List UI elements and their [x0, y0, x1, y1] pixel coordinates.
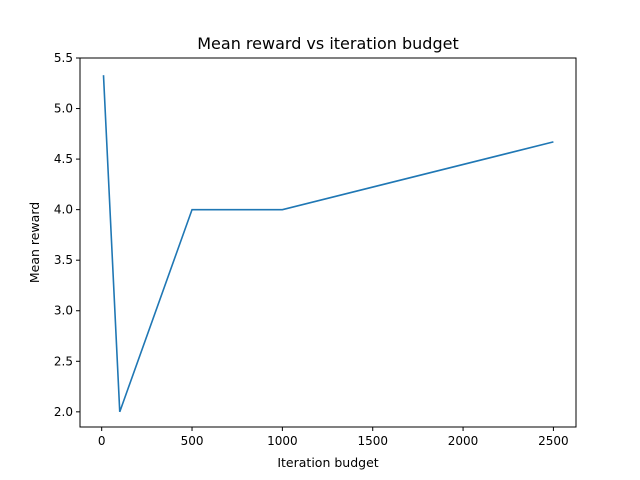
- axes-layer: [79, 57, 577, 428]
- y-axis-label: Mean reward: [27, 202, 42, 283]
- x-tick-label: 2500: [538, 434, 569, 448]
- plot-layer: [102, 75, 554, 413]
- y-tick-label: 3.0: [54, 304, 73, 318]
- y-tick-label: 2.0: [54, 405, 73, 419]
- x-tick-label: 2000: [448, 434, 479, 448]
- y-axis-ticks: 2.0 2.5 3.0 3.5 4.0 4.5 5.0 5.5: [54, 51, 80, 419]
- x-axis-label: Iteration budget: [277, 455, 378, 470]
- y-tick-label: 4.0: [54, 203, 73, 217]
- y-tick-label: 5.5: [54, 51, 73, 65]
- x-tick-label: 1500: [357, 434, 388, 448]
- y-tick-label: 3.5: [54, 253, 73, 267]
- axes-frame: [79, 57, 577, 428]
- x-tick-label: 500: [181, 434, 204, 448]
- series-line: [102, 75, 554, 413]
- x-axis-ticks: 0 500 1000 1500 2000 2500: [98, 427, 569, 448]
- y-tick-label: 4.5: [54, 152, 73, 166]
- x-tick-label: 1000: [267, 434, 298, 448]
- y-tick-label: 5.0: [54, 102, 73, 116]
- y-tick-label: 2.5: [54, 354, 73, 368]
- chart-title: Mean reward vs iteration budget: [197, 34, 458, 53]
- x-tick-label: 0: [98, 434, 106, 448]
